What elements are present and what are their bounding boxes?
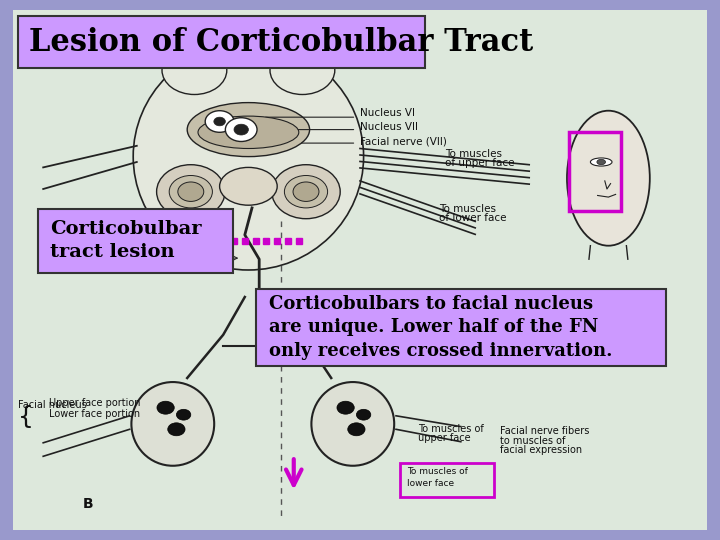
Circle shape (348, 423, 365, 436)
Text: facial expression: facial expression (500, 445, 582, 455)
Bar (569, 132, 621, 211)
Circle shape (176, 409, 191, 420)
Text: Facial nerve (VII): Facial nerve (VII) (360, 137, 447, 146)
Text: Facial nucleus: Facial nucleus (18, 400, 86, 410)
Circle shape (157, 401, 174, 414)
Text: Corticobulbars to facial nucleus
are unique. Lower half of the FN
only receives : Corticobulbars to facial nucleus are uni… (269, 295, 612, 360)
Ellipse shape (270, 46, 335, 94)
Bar (400, 463, 494, 497)
Text: {: { (18, 405, 34, 429)
Text: To muscles: To muscles (445, 148, 502, 159)
Circle shape (284, 176, 328, 208)
Text: lower face: lower face (407, 479, 454, 488)
Ellipse shape (312, 382, 395, 465)
Circle shape (234, 124, 248, 135)
Ellipse shape (567, 111, 649, 246)
Text: Facial nerve fibers: Facial nerve fibers (500, 426, 590, 436)
Text: Corticobulbar
tract lesion: Corticobulbar tract lesion (50, 220, 202, 261)
Text: To muscles: To muscles (439, 204, 496, 214)
Ellipse shape (157, 165, 225, 219)
Text: B: B (83, 497, 94, 511)
Text: of upper face: of upper face (445, 158, 515, 168)
Ellipse shape (131, 382, 215, 465)
Text: A: A (83, 208, 94, 222)
Ellipse shape (597, 159, 606, 165)
Ellipse shape (133, 43, 364, 270)
Text: upper face: upper face (418, 433, 470, 443)
Circle shape (225, 118, 257, 141)
Circle shape (337, 401, 354, 414)
Text: To muscles of: To muscles of (418, 424, 483, 434)
Ellipse shape (272, 165, 340, 219)
Ellipse shape (162, 46, 227, 94)
FancyBboxPatch shape (256, 289, 666, 366)
Text: fibers to nucleus VII: fibers to nucleus VII (54, 255, 151, 265)
Circle shape (205, 111, 234, 132)
Circle shape (356, 409, 371, 420)
Circle shape (293, 182, 319, 201)
Ellipse shape (590, 158, 612, 166)
Circle shape (178, 182, 204, 201)
Text: Nucleus VII: Nucleus VII (360, 122, 418, 132)
Ellipse shape (187, 103, 310, 157)
Circle shape (169, 176, 212, 208)
Text: to muscles of: to muscles of (500, 436, 566, 446)
Text: Lower face portion: Lower face portion (49, 409, 140, 419)
FancyBboxPatch shape (18, 16, 425, 68)
Text: of lower face: of lower face (439, 213, 507, 224)
Text: Upper face portion: Upper face portion (49, 398, 140, 408)
Circle shape (214, 117, 225, 126)
Text: Nucleus VI: Nucleus VI (360, 109, 415, 118)
Text: To muscles of: To muscles of (407, 467, 468, 476)
Ellipse shape (198, 116, 299, 148)
Circle shape (168, 423, 185, 436)
FancyBboxPatch shape (38, 209, 233, 273)
Text: Lesion of Corticobulbar Tract: Lesion of Corticobulbar Tract (29, 26, 533, 58)
Ellipse shape (220, 167, 277, 205)
Text: Corticobulbar: Corticobulbar (54, 246, 120, 256)
